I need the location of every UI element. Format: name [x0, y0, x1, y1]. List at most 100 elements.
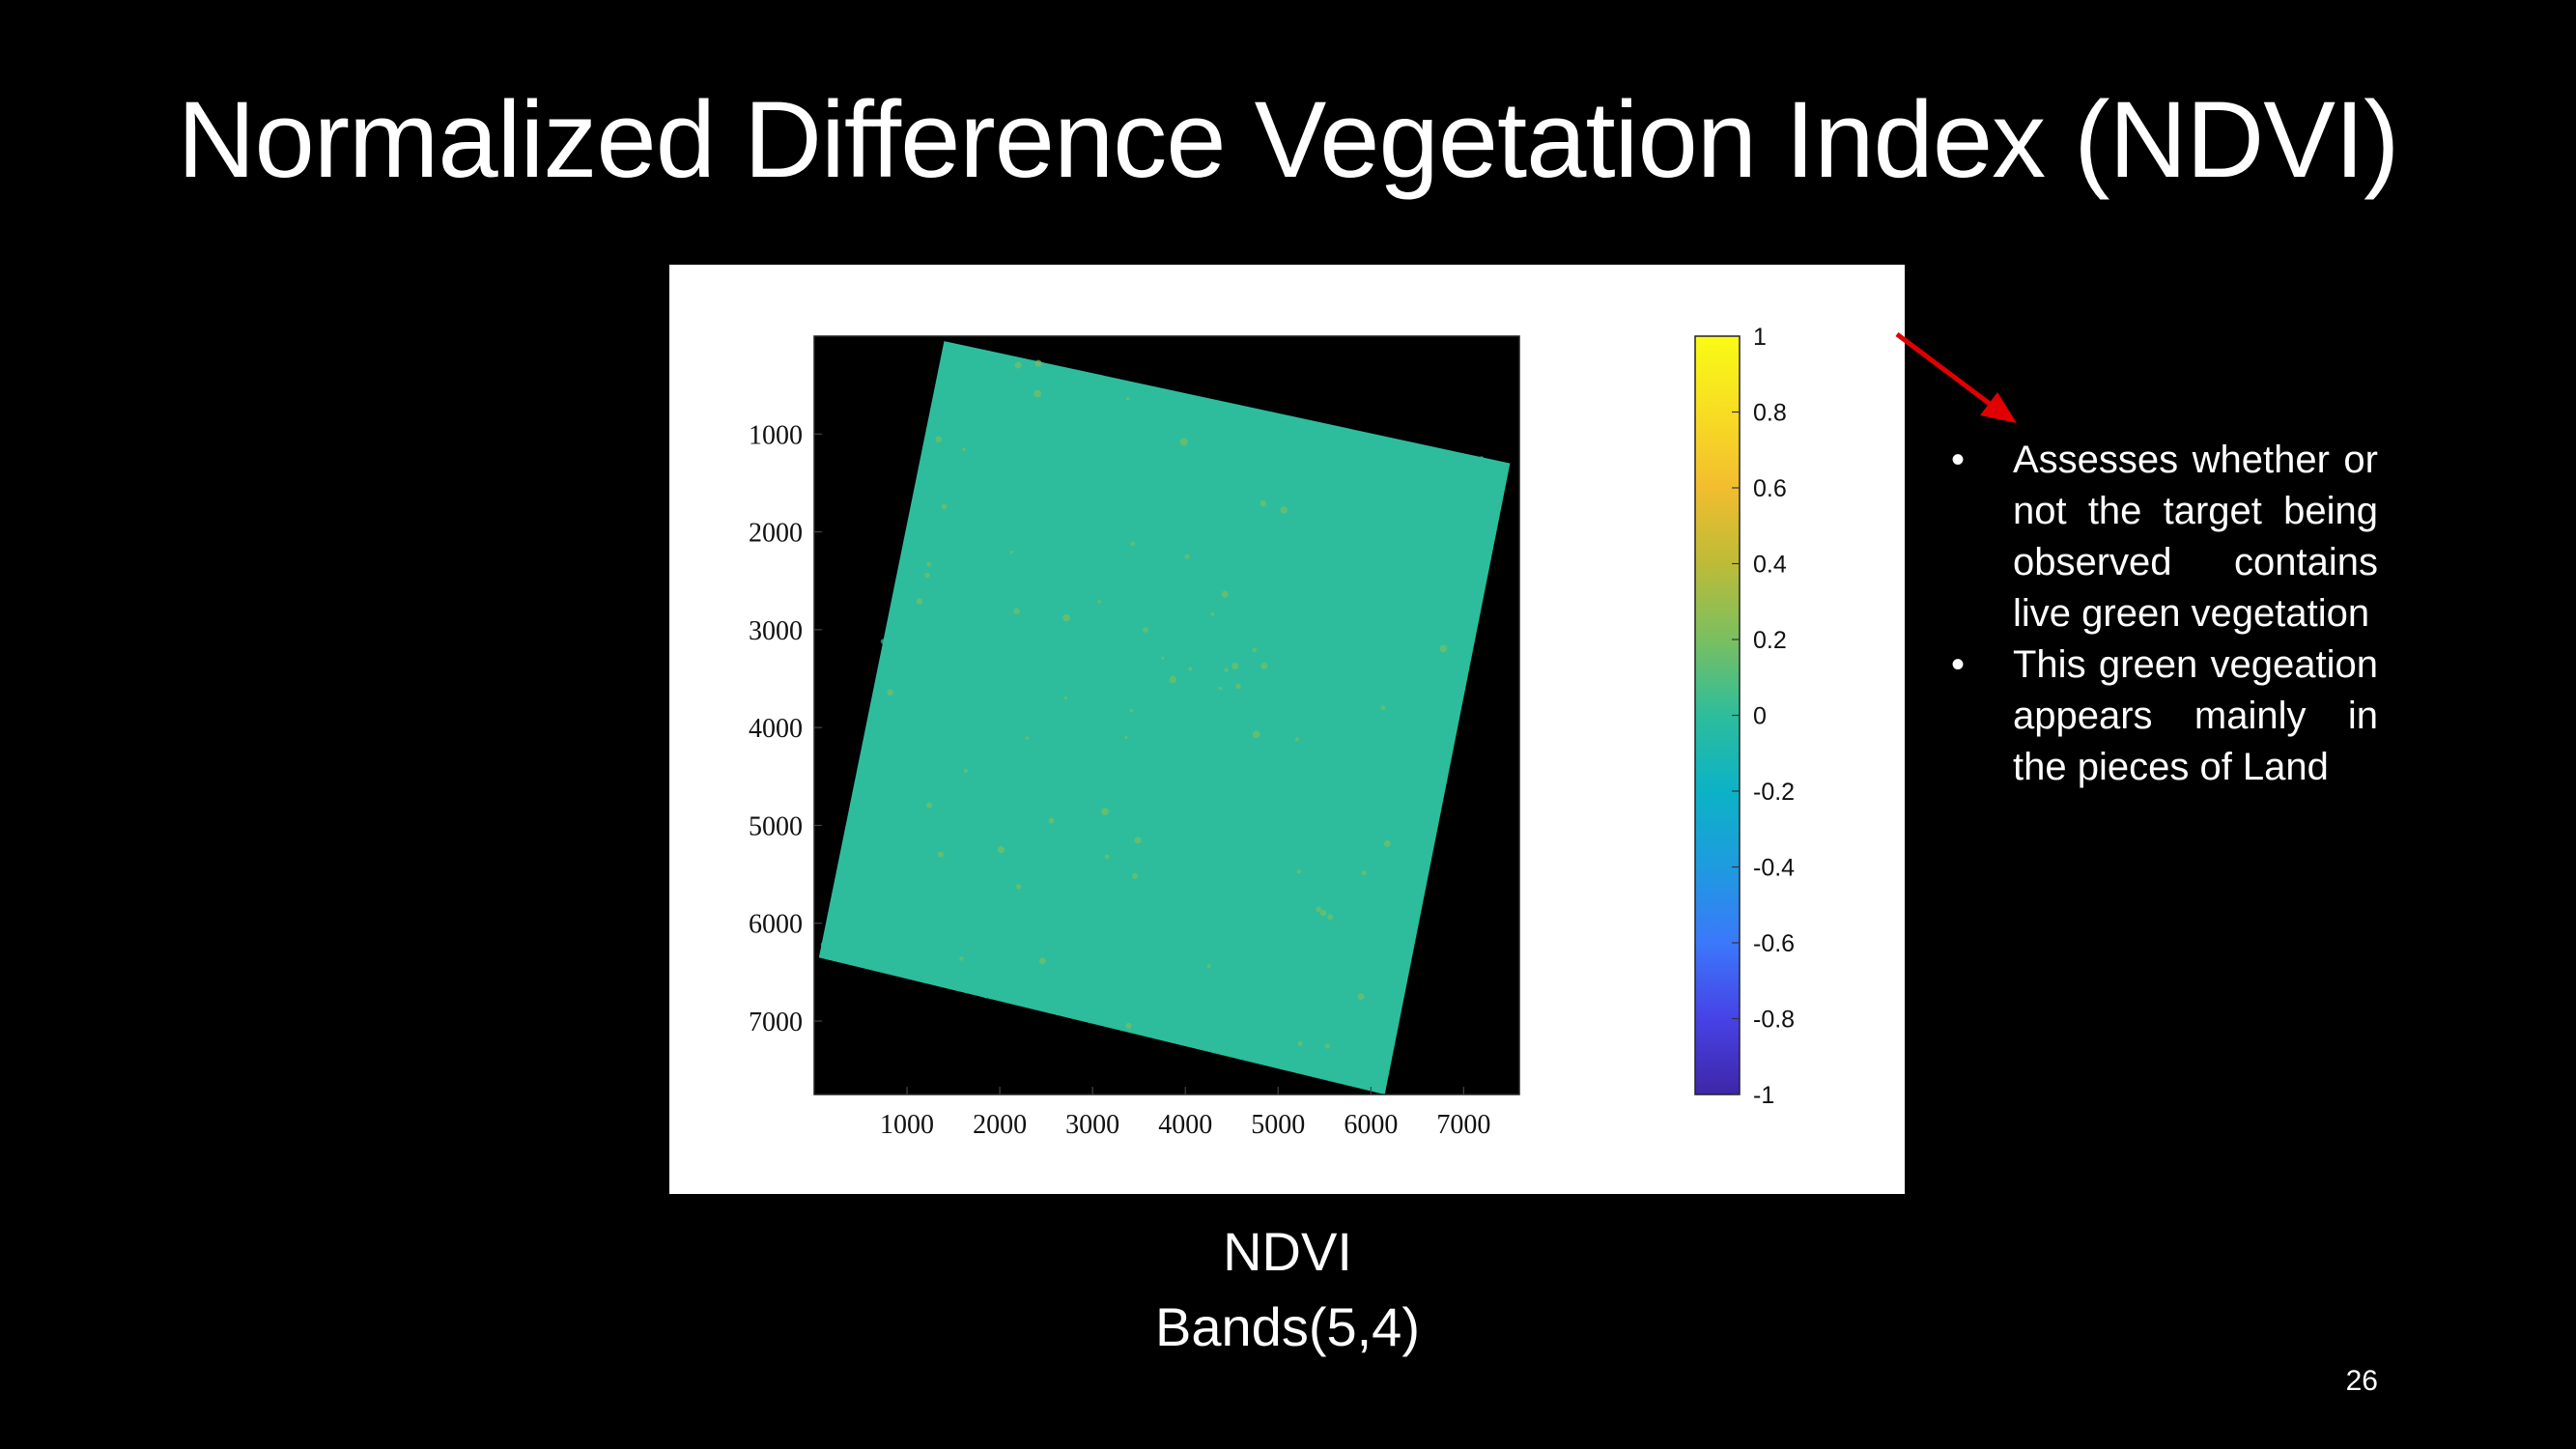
speckle-dot [962, 447, 966, 451]
speckle-dot [1063, 696, 1068, 700]
speckle-dot [1143, 627, 1148, 633]
colorbar-tick-label: -0.2 [1753, 779, 1795, 806]
speckle-dot [1140, 922, 1148, 929]
speckle-dot [1401, 664, 1406, 669]
speckle-dot [887, 689, 893, 696]
speckle-dot [1296, 869, 1301, 874]
speckle-dot [965, 915, 972, 922]
speckle-dot [1383, 839, 1391, 847]
x-tick-label: 4000 [1158, 1110, 1212, 1140]
speckle-dot [1339, 434, 1344, 439]
speckle-dot [1183, 492, 1190, 498]
speckle-dot [1132, 872, 1138, 879]
speckle-dot [1206, 964, 1211, 969]
speckle-dot [974, 965, 977, 969]
speckle-dot [1129, 709, 1134, 713]
speckle-dot [1221, 590, 1229, 598]
speckle-dot [1090, 937, 1096, 944]
speckle-dot [1376, 807, 1381, 810]
speckle-dot [1078, 996, 1087, 1004]
speckle-dot [1186, 761, 1190, 766]
speckle-dot [935, 436, 943, 443]
speckle-dot [1312, 424, 1316, 428]
speckle-dot [875, 893, 880, 896]
speckle-dot [926, 802, 933, 809]
speckle-dot [913, 531, 920, 538]
speckle-dot [1252, 421, 1258, 427]
speckle-dot [1439, 644, 1448, 653]
speckle-dot [1377, 1020, 1382, 1025]
speckle-dot [1114, 538, 1119, 544]
speckle-dot [924, 572, 930, 579]
speckle-dot [1324, 1043, 1330, 1049]
speckle-dot [1294, 737, 1299, 742]
speckle-dot [1005, 460, 1009, 466]
speckle-dot [942, 630, 949, 638]
colorbar-tick-label: -0.4 [1753, 855, 1795, 882]
colorbar-tick-label: -0.8 [1753, 1007, 1795, 1034]
speckle-dot [1188, 667, 1193, 671]
x-tick-label: 6000 [1344, 1110, 1398, 1140]
y-tick-label: 4000 [749, 714, 803, 744]
x-axis: 1000 2000 3000 4000 5000 6000 7000 [880, 1087, 1490, 1140]
y-tick-label: 6000 [749, 910, 803, 940]
speckle-dot [1380, 705, 1386, 711]
speckle-dot [940, 658, 946, 664]
speckle-dot [1327, 914, 1334, 921]
speckle-dot [1015, 884, 1022, 890]
speckle-dot [1214, 432, 1220, 437]
speckle-dot [1239, 654, 1243, 658]
speckle-dot [914, 969, 920, 975]
speckle-dot [1145, 440, 1151, 447]
speckle-dot [1361, 870, 1367, 876]
speckle-dot [1252, 730, 1260, 738]
speckle-dot [1054, 591, 1059, 596]
speckle-dot [1235, 683, 1241, 689]
speckle-dot [1285, 605, 1292, 612]
speckle-dot [1062, 613, 1070, 622]
y-tick-label: 5000 [749, 811, 803, 841]
speckle-dot [1097, 600, 1101, 604]
speckle-dot [1184, 554, 1190, 559]
speckle-dot [1389, 552, 1395, 557]
speckle-dot [1260, 500, 1267, 507]
speckle-dot [1125, 1022, 1132, 1030]
speckle-dot [1026, 664, 1031, 668]
speckle-dot [1130, 541, 1135, 547]
bullet-text: This green vegeation appears mainly in t… [2013, 643, 2378, 788]
speckle-dot [1061, 517, 1067, 524]
speckle-dot [963, 768, 969, 773]
speckle-dot [1421, 781, 1425, 784]
speckle-dot [970, 438, 975, 442]
speckle-dot [1179, 438, 1188, 446]
colorbar-tick-label: 0.4 [1753, 552, 1787, 579]
speckle-dot [1325, 823, 1331, 830]
speckle-dot [933, 566, 938, 571]
caption-bands: Bands(5,4) [1155, 1296, 1420, 1357]
page-number: 26 [2345, 1365, 2378, 1397]
x-tick-label: 3000 [1065, 1110, 1119, 1140]
speckle-dot [820, 941, 827, 949]
speckle-dot [998, 716, 1005, 723]
speckle-dot [1059, 773, 1062, 778]
y-tick-label: 1000 [749, 420, 803, 450]
speckle-dot [941, 503, 948, 510]
speckle-dot [1124, 735, 1128, 740]
speckle-dot [1260, 662, 1268, 669]
bullet-item-assesses: • Assesses whether or not the target bei… [1951, 435, 2378, 639]
speckle-dot [1319, 909, 1327, 917]
y-tick-label: 7000 [749, 1008, 803, 1037]
speckle-dot [1313, 628, 1316, 633]
speckle-dot [1252, 647, 1258, 653]
speckle-dot [1172, 551, 1179, 558]
speckle-dot [1048, 817, 1055, 824]
ndvi-heatmap-chart: 1000 2000 3000 4000 5000 6000 7000 1000 2000 300… [749, 324, 1795, 1140]
speckle-dot [983, 995, 988, 999]
speckle-dot [1301, 519, 1308, 526]
speckle-dot [1304, 467, 1310, 472]
speckle-dot [1088, 931, 1093, 937]
speckle-dot [1441, 660, 1447, 666]
vegetation-speckle [820, 359, 1485, 1065]
speckle-dot [1014, 361, 1022, 369]
speckle-dot [1345, 696, 1349, 700]
